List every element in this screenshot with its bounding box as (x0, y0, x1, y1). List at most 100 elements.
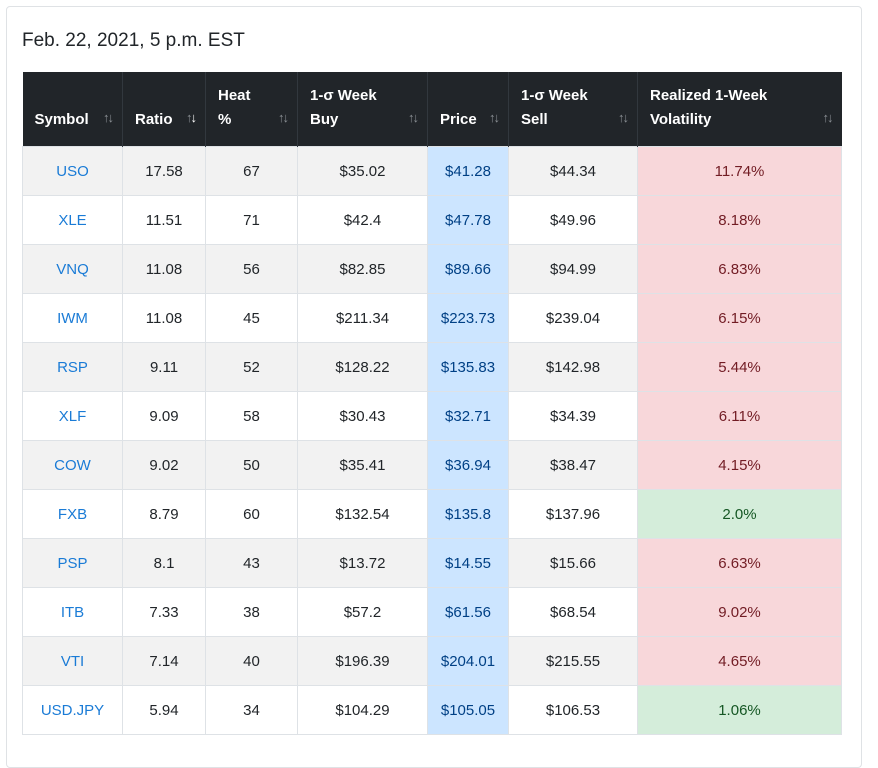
sell-cell: $239.04 (508, 293, 638, 343)
sell-cell: $142.98 (508, 342, 638, 392)
buy-cell: $132.54 (297, 489, 428, 539)
symbol-cell: RSP (22, 342, 123, 392)
symbol-link[interactable]: FXB (57, 505, 88, 523)
price-cell: $105.05 (427, 685, 509, 735)
ratio-cell: 7.14 (122, 636, 206, 686)
volatility-cell: 11.74% (637, 146, 842, 196)
buy-cell: $57.2 (297, 587, 428, 637)
buy-cell: $35.02 (297, 146, 428, 196)
sort-icon[interactable]: ↑↓ (408, 110, 419, 125)
col-header-volatility-line2: Volatility (650, 111, 712, 128)
price-cell: $47.78 (427, 195, 509, 245)
volatility-cell: 6.83% (637, 244, 842, 294)
heat-cell: 34 (205, 685, 298, 735)
heat-cell: 60 (205, 489, 298, 539)
heat-cell: 50 (205, 440, 298, 490)
col-header-price-label: Price (440, 111, 477, 128)
sort-icon[interactable]: ↑↓ (618, 110, 629, 125)
symbol-cell: IWM (22, 293, 123, 343)
ratio-cell: 8.1 (122, 538, 206, 588)
col-header-heat-line2: % (218, 111, 232, 128)
ratio-cell: 11.08 (122, 293, 206, 343)
symbol-link[interactable]: IWM (57, 309, 88, 327)
symbol-cell: PSP (22, 538, 123, 588)
table-row: RSP 9.11 52 $128.22 $135.83 $142.98 5.44% (22, 342, 842, 392)
ratio-cell: 5.94 (122, 685, 206, 735)
col-header-buy[interactable]: 1-σ Week Buy ↑↓ (297, 72, 428, 147)
table-row: VTI 7.14 40 $196.39 $204.01 $215.55 4.65% (22, 636, 842, 686)
table-body: USO 17.58 67 $35.02 $41.28 $44.34 11.74% XLE 11.… (22, 146, 842, 735)
sell-cell: $38.47 (508, 440, 638, 490)
col-header-price[interactable]: Price ↑↓ (427, 72, 509, 147)
price-cell: $61.56 (427, 587, 509, 637)
volatility-cell: 6.15% (637, 293, 842, 343)
symbol-link[interactable]: XLE (58, 211, 87, 229)
volatility-cell: 6.63% (637, 538, 842, 588)
sort-icon[interactable]: ↑↓ (103, 110, 114, 125)
volatility-cell: 4.65% (637, 636, 842, 686)
sort-icon[interactable]: ↑↓ (489, 110, 500, 125)
buy-cell: $104.29 (297, 685, 428, 735)
ratio-cell: 8.79 (122, 489, 206, 539)
col-header-buy-line2: Buy (310, 111, 339, 128)
sort-icon[interactable]: ↑↓ (822, 110, 834, 125)
volatility-table: Symbol ↑↓ Ratio ↑↓ Heat % ↑↓ 1-σ Week Bu… (22, 72, 842, 735)
col-header-symbol[interactable]: Symbol ↑↓ (22, 72, 123, 147)
heat-cell: 56 (205, 244, 298, 294)
sort-descending-icon[interactable]: ↑↓ (186, 110, 197, 125)
table-row: PSP 8.1 43 $13.72 $14.55 $15.66 6.63% (22, 538, 842, 588)
price-cell: $14.55 (427, 538, 509, 588)
sort-icon[interactable]: ↑↓ (278, 110, 289, 125)
col-header-volatility[interactable]: Realized 1-Week Volatility ↑↓ (637, 72, 842, 147)
heat-cell: 45 (205, 293, 298, 343)
symbol-link[interactable]: RSP (57, 358, 88, 376)
col-header-heat[interactable]: Heat % ↑↓ (205, 72, 298, 147)
sell-cell: $68.54 (508, 587, 638, 637)
col-header-heat-line1: Heat (218, 87, 251, 104)
symbol-link[interactable]: USD.JPY (40, 701, 105, 719)
volatility-cell: 5.44% (637, 342, 842, 392)
ratio-cell: 11.51 (122, 195, 206, 245)
symbol-link[interactable]: PSP (57, 554, 88, 572)
heat-cell: 52 (205, 342, 298, 392)
col-header-symbol-label: Symbol (34, 111, 89, 128)
symbol-link[interactable]: XLF (58, 407, 87, 425)
col-header-volatility-line1: Realized 1-Week (650, 87, 768, 104)
col-header-sell[interactable]: 1-σ Week Sell ↑↓ (508, 72, 638, 147)
ratio-cell: 17.58 (122, 146, 206, 196)
symbol-link[interactable]: VNQ (56, 260, 89, 278)
price-cell: $135.83 (427, 342, 509, 392)
symbol-cell: VTI (22, 636, 123, 686)
heat-cell: 67 (205, 146, 298, 196)
volatility-cell: 8.18% (637, 195, 842, 245)
buy-cell: $42.4 (297, 195, 428, 245)
buy-cell: $35.41 (297, 440, 428, 490)
col-header-ratio[interactable]: Ratio ↑↓ (122, 72, 206, 147)
table-row: XLE 11.51 71 $42.4 $47.78 $49.96 8.18% (22, 195, 842, 245)
table-row: XLF 9.09 58 $30.43 $32.71 $34.39 6.11% (22, 391, 842, 441)
ratio-cell: 7.33 (122, 587, 206, 637)
page-heading: Feb. 22, 2021, 5 p.m. EST (22, 30, 245, 51)
symbol-cell: XLF (22, 391, 123, 441)
symbol-link[interactable]: VTI (60, 652, 85, 670)
price-cell: $36.94 (427, 440, 509, 490)
sell-cell: $15.66 (508, 538, 638, 588)
symbol-cell: ITB (22, 587, 123, 637)
col-header-sell-line1: 1-σ Week (521, 87, 588, 104)
table-row: VNQ 11.08 56 $82.85 $89.66 $94.99 6.83% (22, 244, 842, 294)
volatility-cell: 2.0% (637, 489, 842, 539)
heat-cell: 40 (205, 636, 298, 686)
heat-cell: 38 (205, 587, 298, 637)
table-row: USO 17.58 67 $35.02 $41.28 $44.34 11.74% (22, 146, 842, 196)
symbol-cell: FXB (22, 489, 123, 539)
buy-cell: $196.39 (297, 636, 428, 686)
price-cell: $32.71 (427, 391, 509, 441)
symbol-link[interactable]: USO (56, 162, 89, 180)
sell-cell: $106.53 (508, 685, 638, 735)
sell-cell: $49.96 (508, 195, 638, 245)
symbol-cell: COW (22, 440, 123, 490)
table-row: ITB 7.33 38 $57.2 $61.56 $68.54 9.02% (22, 587, 842, 637)
symbol-link[interactable]: COW (54, 456, 91, 474)
symbol-link[interactable]: ITB (60, 603, 85, 621)
price-cell: $89.66 (427, 244, 509, 294)
